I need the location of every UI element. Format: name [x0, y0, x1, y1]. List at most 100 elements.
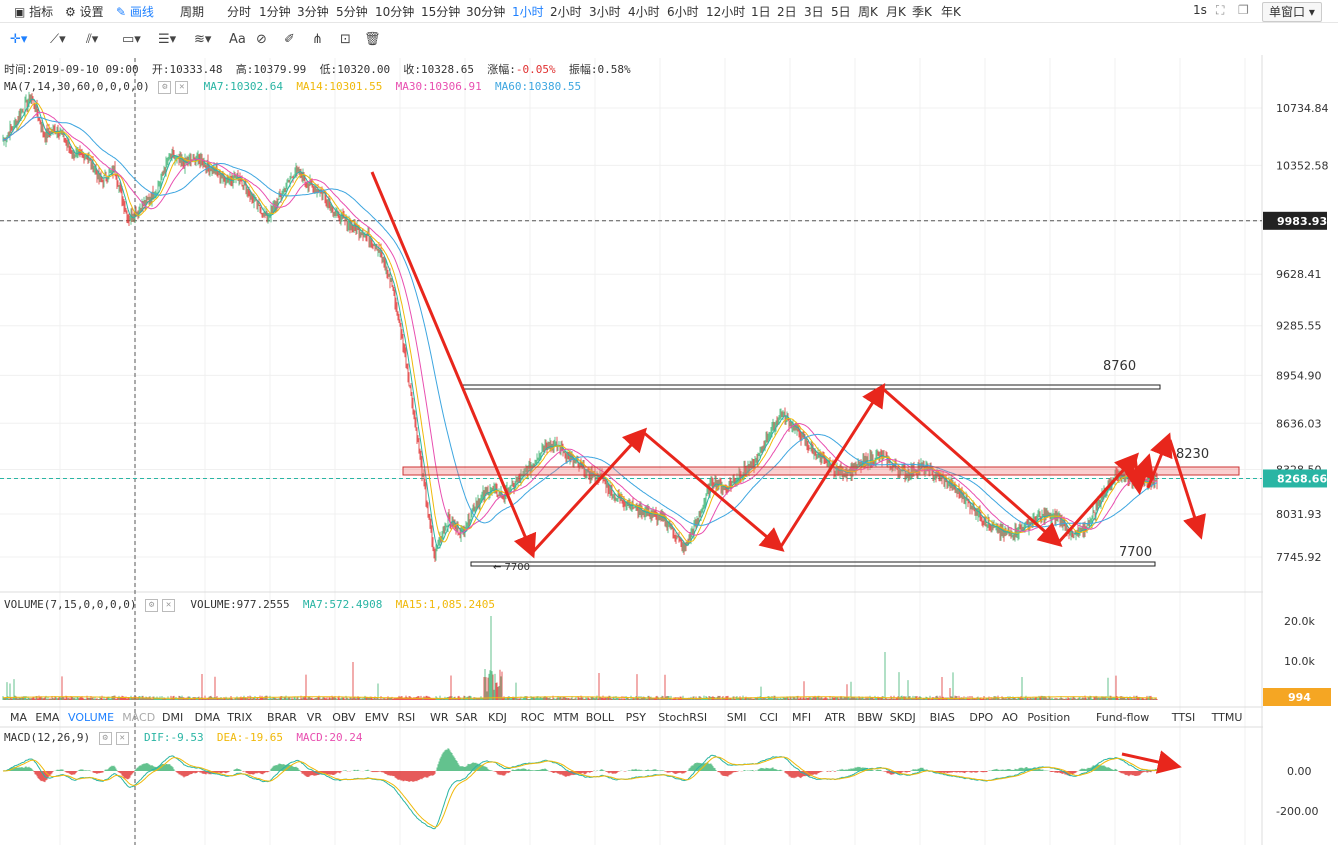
period-19[interactable]: 季K — [912, 5, 932, 19]
rectangle-icon[interactable]: ▭▾ — [122, 32, 141, 47]
price-tick-5: 8954.90 — [1276, 369, 1322, 382]
volume-settings-icon[interactable]: ⚙ — [145, 598, 159, 612]
price-tick-9: 8031.93 — [1276, 508, 1322, 521]
price-tick-6: 8636.03 — [1276, 417, 1322, 430]
indicator-tab-kdj[interactable]: KDJ — [488, 711, 507, 724]
period-18[interactable]: 月K — [886, 5, 906, 19]
settings-label: 设置 — [79, 5, 104, 19]
period-15[interactable]: 3日 — [804, 5, 824, 19]
period-14[interactable]: 2日 — [777, 5, 797, 19]
indicator-tab-cci[interactable]: CCI — [759, 711, 778, 724]
drawn-overlays[interactable]: 8760 7700 8230 ← 7700 — [370, 171, 1240, 774]
indicator-tab-bias[interactable]: BIAS — [929, 711, 955, 724]
period-17[interactable]: 周K — [858, 5, 878, 19]
draw-button[interactable]: ✎ 画线 — [116, 5, 154, 19]
period-0[interactable]: 分时 — [227, 5, 252, 19]
macd-close-icon[interactable]: ✕ — [115, 731, 129, 745]
ma7-value: MA7:10302.64 — [203, 80, 284, 93]
dif-line — [2, 754, 1158, 830]
indicator-tab-macd[interactable]: MACD — [122, 711, 156, 724]
last-price-text: 8268.66 — [1277, 472, 1327, 485]
ma14-line — [2, 102, 1158, 543]
indicator-tab-emv[interactable]: EMV — [364, 711, 389, 724]
indicator-tab-psy[interactable]: PSY — [625, 711, 646, 724]
ruler-icon[interactable]: ⊘ — [256, 32, 267, 47]
period-2[interactable]: 3分钟 — [297, 5, 329, 19]
refresh-rate[interactable]: 1s — [1193, 3, 1207, 17]
ma-close-icon[interactable]: ✕ — [175, 80, 189, 94]
indicator-tab-dpo[interactable]: DPO — [969, 711, 994, 724]
axis-bg — [1263, 55, 1338, 845]
text-tool[interactable]: Aa — [229, 32, 246, 47]
indicators-button[interactable]: ▣ 指标 — [14, 5, 54, 19]
fib-icon[interactable]: ☰▾ — [158, 32, 177, 47]
indicator-tab-stochrsi[interactable]: StochRSI — [658, 711, 708, 724]
period-11[interactable]: 6小时 — [667, 5, 699, 19]
crosshair-icon[interactable]: ✛▾ — [10, 32, 28, 47]
fullscreen-icon[interactable]: ⛶ — [1216, 3, 1225, 17]
indicator-tab-wr[interactable]: WR — [430, 711, 449, 724]
lock-icon[interactable]: ⊡ — [340, 32, 351, 47]
indicator-tab-dmi[interactable]: DMI — [162, 711, 184, 724]
indicator-tab-boll[interactable]: BOLL — [585, 711, 615, 724]
magnet-icon[interactable]: ⋔ — [312, 32, 323, 47]
dea-line — [3, 756, 1157, 828]
macd-arrow — [1121, 750, 1182, 774]
indicator-tab-brar[interactable]: BRAR — [267, 711, 297, 724]
macd-settings-icon[interactable]: ⚙ — [98, 731, 112, 745]
indicator-tab-atr[interactable]: ATR — [824, 711, 846, 724]
period-6[interactable]: 30分钟 — [466, 5, 506, 19]
volume-close-icon[interactable]: ✕ — [162, 598, 176, 612]
indicator-tab-volume[interactable]: VOLUME — [68, 711, 115, 724]
low-marker: ← 7700 — [493, 562, 530, 573]
indicator-tab-position[interactable]: Position — [1027, 711, 1071, 724]
ma-settings-icon[interactable]: ⚙ — [158, 80, 172, 94]
indicator-tab-rsi[interactable]: RSI — [397, 711, 416, 724]
period-9[interactable]: 3小时 — [589, 5, 621, 19]
period-16[interactable]: 5日 — [831, 5, 851, 19]
indicator-tab-trix[interactable]: TRIX — [227, 711, 253, 724]
period-13[interactable]: 1日 — [751, 5, 771, 19]
trendline-icon[interactable]: ⟋▾ — [50, 32, 66, 47]
pen-icon[interactable]: ✐ — [284, 32, 295, 47]
period-3[interactable]: 5分钟 — [336, 5, 368, 19]
period-4[interactable]: 10分钟 — [375, 5, 415, 19]
indicator-tab-vr[interactable]: VR — [306, 711, 322, 724]
indicator-tab-skdj[interactable]: SKDJ — [889, 711, 916, 724]
vol-ma15 — [3, 696, 1157, 699]
indicator-tab-ttsi[interactable]: TTSI — [1171, 711, 1196, 724]
support-label: 7700 — [1119, 545, 1152, 560]
indicator-tab-sar[interactable]: SAR — [455, 711, 478, 724]
period-1[interactable]: 1分钟 — [259, 5, 291, 19]
indicator-tab-roc[interactable]: ROC — [520, 711, 545, 724]
indicator-tab-mtm[interactable]: MTM — [553, 711, 579, 724]
period-12[interactable]: 12小时 — [706, 5, 746, 19]
settings-button[interactable]: ⚙ 设置 — [65, 5, 104, 19]
indicator-tab-ma[interactable]: MA — [10, 711, 28, 724]
drawing-toolbar: ✛▾ ⟋▾ ⫽▾ ▭▾ ☰▾ ≋▾ Aa ⊘ ✐ ⋔ ⊡ 🗑 — [0, 28, 1338, 54]
indicator-tab-bbw[interactable]: BBW — [857, 711, 883, 724]
period-20[interactable]: 年K — [941, 5, 961, 19]
period-5[interactable]: 15分钟 — [421, 5, 461, 19]
zigzag-3 — [778, 382, 886, 549]
indicator-tab-ema[interactable]: EMA — [35, 711, 60, 724]
period-10[interactable]: 4小时 — [628, 5, 660, 19]
window-mode-select[interactable]: 单窗口 ▾ — [1262, 2, 1322, 22]
period-8[interactable]: 2小时 — [550, 5, 582, 19]
indicator-tab-obv[interactable]: OBV — [332, 711, 356, 724]
top-bar: ▣ 指标 ⚙ 设置 ✎ 画线 周期 分时 1分钟 3分钟 5分钟 10分钟 15分钟 30分… — [0, 0, 1338, 23]
indicator-tab-fund-flow[interactable]: Fund-flow — [1096, 711, 1150, 724]
indicator-tab-smi[interactable]: SMI — [726, 711, 747, 724]
parallel-lines-icon[interactable]: ⫽▾ — [86, 32, 99, 47]
indicator-tab-mfi[interactable]: MFI — [792, 711, 812, 724]
trash-icon[interactable]: 🗑 — [364, 32, 381, 47]
period-7[interactable]: 1小时 — [512, 5, 544, 19]
support-box — [470, 561, 1156, 567]
zigzag-4 — [881, 386, 1063, 547]
indicator-tab-ao[interactable]: AO — [1002, 711, 1018, 724]
restore-icon[interactable]: ❐ — [1238, 3, 1249, 17]
indicator-tab-ttmu[interactable]: TTMU — [1211, 711, 1243, 724]
indicator-tab-dma[interactable]: DMA — [194, 711, 221, 724]
wave-icon[interactable]: ≋▾ — [194, 32, 212, 47]
